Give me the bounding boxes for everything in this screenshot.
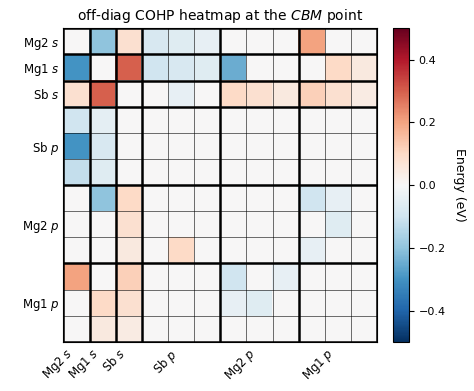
- Y-axis label: Energy (eV): Energy (eV): [453, 148, 466, 222]
- Title: off-diag COHP heatmap at the $\mathit{CBM}$ point: off-diag COHP heatmap at the $\mathit{CB…: [77, 7, 364, 25]
